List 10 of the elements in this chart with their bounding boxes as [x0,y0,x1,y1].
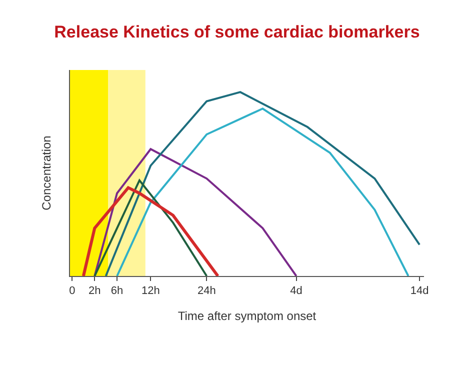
x-axis-title: Time after symptom onset [178,309,317,324]
x-tick-label: 0 [69,285,76,298]
x-tick-label: 2h [88,285,101,298]
x-tick-label: 12h [141,285,160,298]
x-tick-label: 14d [410,285,429,298]
x-tick-label: 4d [290,285,302,298]
y-axis-title: Concentration [39,136,54,210]
x-tick-label: 24h [197,285,216,298]
chart-title: Release Kinetics of some cardiac biomarkers [54,22,420,42]
x-tick-label: 6h [110,285,124,298]
